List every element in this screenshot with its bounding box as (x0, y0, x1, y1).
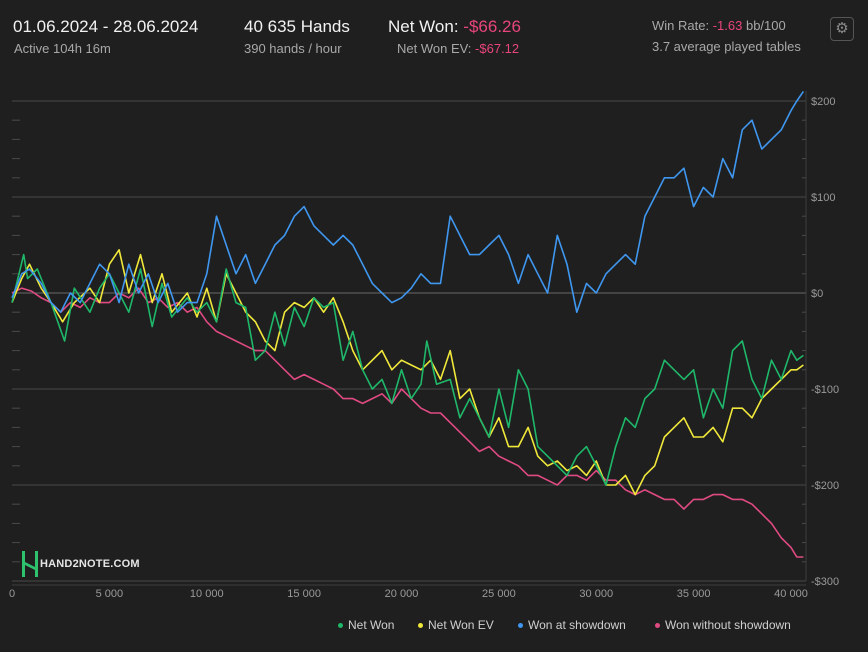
x-axis: 0 5 000 10 000 15 000 20 000 25 000 30 000 35 0… (9, 588, 808, 600)
hand2note-logo: HAND2NOTE.COM (22, 551, 140, 577)
legend-net-won[interactable]: Net Won (338, 618, 394, 632)
net-won-label: Net Won: (388, 17, 459, 36)
chart-grid (12, 91, 807, 586)
legend-dot (518, 623, 523, 629)
y-tick-label: $0 (811, 288, 823, 300)
net-won-ev-summary: Net Won EV: -$67.12 (397, 41, 519, 56)
x-tick-label: 40 000 (774, 588, 808, 600)
average-tables: 3.7 average played tables (652, 39, 801, 54)
active-time: Active 104h 16m (14, 41, 111, 56)
legend-won-at-showdown[interactable]: Won at showdown (518, 618, 626, 632)
win-rate-value: -1.63 (712, 18, 743, 33)
legend-label: Won without showdown (665, 618, 791, 632)
hands-per-hour: 390 hands / hour (244, 41, 342, 56)
y-tick-label: -$200 (811, 480, 839, 492)
win-rate-unit: bb/100 (745, 18, 786, 33)
x-tick-label: 10 000 (190, 588, 224, 600)
x-tick-label: 5 000 (96, 588, 124, 600)
net-won-summary: Net Won: -$66.26 (388, 17, 521, 37)
win-rate: Win Rate: -1.63 bb/100 (652, 18, 786, 33)
series-line-won-at-showdown[interactable] (11, 90, 805, 314)
net-won-ev-value: -$67.12 (475, 41, 520, 56)
legend-label: Won at showdown (528, 618, 626, 632)
logo-text: HAND2NOTE.COM (40, 558, 140, 570)
x-tick-label: 25 000 (482, 588, 516, 600)
x-tick-label: 15 000 (287, 588, 321, 600)
x-tick-label: 35 000 (677, 588, 711, 600)
series-line-net-won[interactable] (11, 253, 804, 486)
series-line-net-won-ev[interactable] (11, 249, 804, 496)
legend-net-won-ev[interactable]: Net Won EV (418, 618, 494, 632)
legend-dot (418, 623, 423, 629)
y-axis: $200 $100 $0 -$100 -$200 -$300 (811, 96, 839, 588)
chart-legend: Net Won Net Won EV Won at showdown Won w… (0, 618, 868, 636)
date-range[interactable]: 01.06.2024 - 28.06.2024 (13, 17, 199, 36)
header-bar: 01.06.2024 - 28.06.2024 Active 104h 16m … (0, 0, 868, 90)
legend-label: Net Won (348, 618, 395, 632)
legend-label: Net Won EV (428, 618, 494, 632)
legend-won-without-showdown[interactable]: Won without showdown (655, 618, 791, 632)
x-tick-label: 20 000 (385, 588, 419, 600)
legend-dot (338, 623, 343, 629)
hand2note-logo-icon (22, 551, 38, 577)
win-rate-label: Win Rate: (652, 18, 710, 33)
net-won-value: -$66.26 (463, 17, 521, 36)
net-won-ev-label: Net Won EV: (397, 41, 472, 56)
gear-icon[interactable]: ⚙ (830, 17, 854, 41)
y-tick-label: $200 (811, 96, 835, 108)
x-tick-label: 30 000 (579, 588, 613, 600)
chart-series (11, 90, 805, 558)
y-tick-label: -$100 (811, 384, 839, 396)
legend-dot (655, 623, 660, 629)
y-tick-label: -$300 (811, 576, 839, 588)
series-line-won-without-showdown[interactable] (11, 287, 804, 558)
x-tick-label: 0 (9, 588, 15, 600)
y-tick-label: $100 (811, 192, 835, 204)
hands-count: 40 635 Hands (244, 17, 350, 36)
